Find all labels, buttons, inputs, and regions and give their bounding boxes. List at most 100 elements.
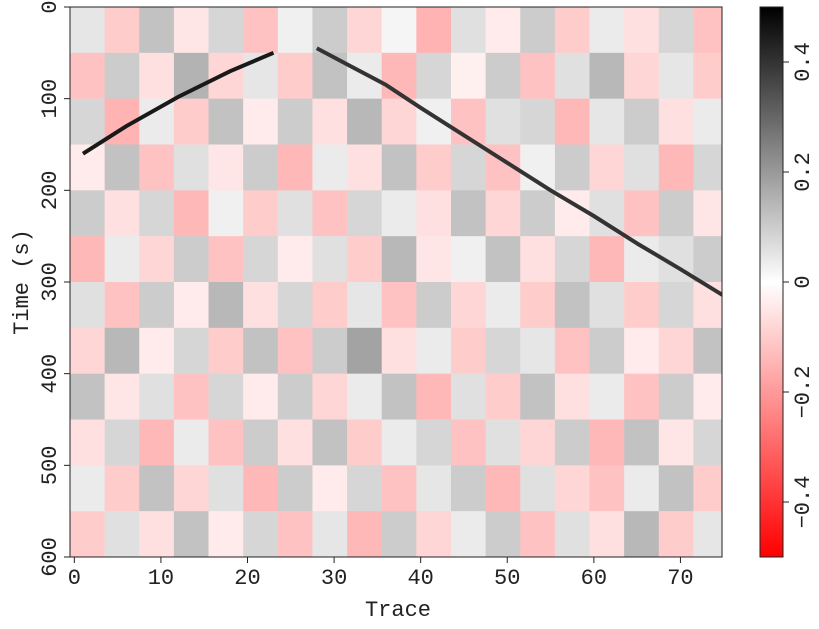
x-tick-label: 20: [234, 566, 260, 591]
x-tick-label: 10: [148, 566, 174, 591]
cell: [416, 282, 452, 329]
cell: [173, 98, 209, 145]
cell: [589, 7, 625, 54]
cell: [624, 465, 660, 512]
cell: [208, 7, 244, 54]
cell: [624, 327, 660, 374]
cell: [208, 98, 244, 145]
cell: [104, 373, 140, 420]
colorbar-tick-label: −0.4: [791, 476, 816, 529]
cell: [139, 465, 175, 512]
cell: [139, 511, 175, 557]
cell: [520, 98, 556, 145]
cell: [624, 419, 660, 466]
cell: [520, 7, 556, 54]
cell: [416, 52, 452, 99]
cell: [381, 282, 417, 329]
cell: [589, 465, 625, 512]
cell: [208, 52, 244, 99]
cell: [173, 419, 209, 466]
x-tick-label: 70: [667, 566, 693, 591]
cell: [450, 465, 486, 512]
cell: [139, 7, 175, 54]
cell: [520, 327, 556, 374]
cell: [208, 465, 244, 512]
cell: [208, 373, 244, 420]
cell: [658, 465, 694, 512]
cell: [347, 282, 383, 329]
cell: [243, 282, 279, 329]
cell: [277, 419, 313, 466]
colorbar-tick-label: 0.4: [791, 42, 816, 82]
cell: [139, 282, 175, 329]
cell: [243, 190, 279, 237]
cell: [693, 98, 722, 145]
cell: [104, 236, 140, 283]
cell: [104, 282, 140, 329]
cell: [173, 373, 209, 420]
cell: [624, 7, 660, 54]
cell: [277, 52, 313, 99]
cell: [554, 236, 590, 283]
cell: [693, 465, 722, 512]
cell: [243, 419, 279, 466]
cell: [520, 511, 556, 557]
cell: [416, 373, 452, 420]
y-tick-label: 300: [38, 262, 63, 302]
cell: [173, 236, 209, 283]
cell: [70, 465, 105, 512]
cell: [243, 465, 279, 512]
cell: [70, 419, 105, 466]
cell: [450, 190, 486, 237]
cell: [589, 511, 625, 557]
cell: [381, 98, 417, 145]
cell: [173, 511, 209, 557]
cell: [520, 236, 556, 283]
y-axis-label: Time (s): [10, 229, 35, 335]
cell: [693, 236, 722, 283]
cell: [381, 190, 417, 237]
cell: [312, 98, 348, 145]
cell: [243, 52, 279, 99]
cell: [381, 7, 417, 54]
cell: [589, 52, 625, 99]
cell: [243, 144, 279, 191]
cell: [277, 7, 313, 54]
cell: [277, 511, 313, 557]
cell: [554, 373, 590, 420]
cell: [554, 511, 590, 557]
cell: [554, 52, 590, 99]
cell: [139, 190, 175, 237]
cell: [450, 373, 486, 420]
cell: [658, 98, 694, 145]
cell: [485, 282, 521, 329]
cell: [520, 52, 556, 99]
cell: [658, 282, 694, 329]
cell: [624, 511, 660, 557]
y-tick-label: 500: [38, 446, 63, 486]
cell: [485, 465, 521, 512]
cell: [693, 373, 722, 420]
cell: [416, 144, 452, 191]
cell: [693, 190, 722, 237]
cell: [312, 190, 348, 237]
cell: [104, 327, 140, 374]
cell: [450, 52, 486, 99]
cell: [312, 373, 348, 420]
cell: [381, 465, 417, 512]
cell: [416, 190, 452, 237]
cell: [693, 419, 722, 466]
cell: [104, 465, 140, 512]
y-tick-label: 400: [38, 354, 63, 394]
cell: [450, 144, 486, 191]
cell: [104, 419, 140, 466]
cell: [347, 465, 383, 512]
cell: [208, 419, 244, 466]
cell: [173, 144, 209, 191]
cell: [70, 7, 105, 54]
x-tick-label: 60: [581, 566, 607, 591]
cell: [139, 236, 175, 283]
cell: [173, 465, 209, 512]
cell: [277, 144, 313, 191]
cell: [485, 327, 521, 374]
